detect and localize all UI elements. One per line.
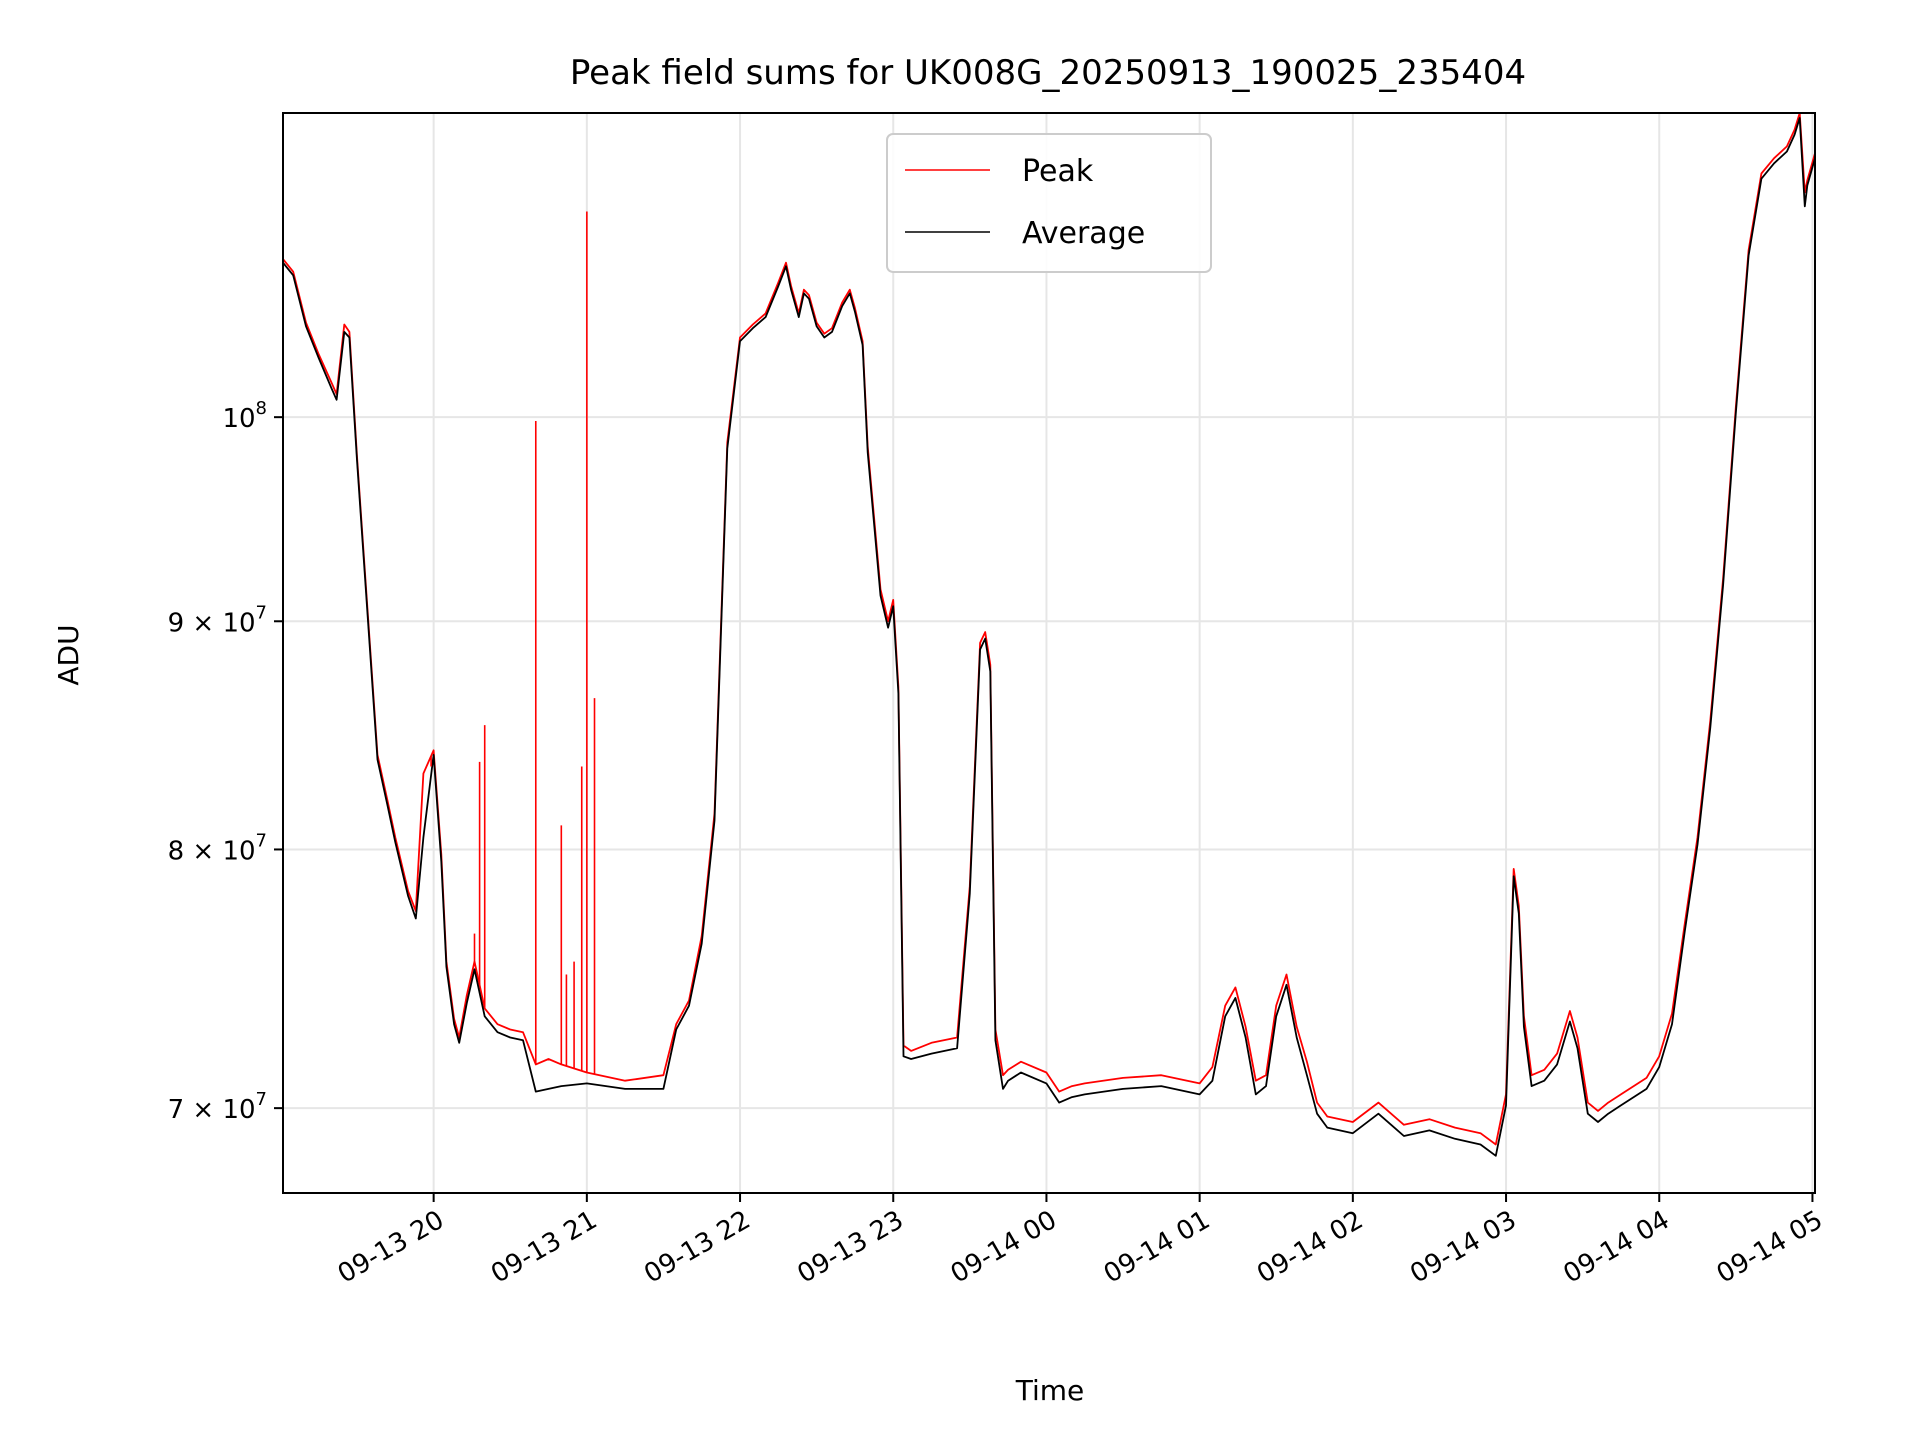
x-tick-label: 09-13 20 [333,1205,449,1289]
legend-box [886,133,1212,273]
y-tick-label: 9 × 107 [168,602,267,638]
x-tick-label: 09-13 22 [639,1205,755,1289]
legend: Peak Average [886,133,1212,273]
y-tick-label: 7 × 107 [168,1089,267,1125]
chart-title: Peak field sums for UK008G_20250913_1900… [570,53,1526,93]
x-tick-label: 09-14 01 [1099,1205,1215,1289]
x-tick-label: 09-13 21 [486,1205,602,1289]
y-tick-label: 108 [222,398,267,434]
x-tick-label: 09-14 04 [1559,1205,1675,1289]
x-tick-label: 09-14 02 [1252,1205,1368,1289]
x-tick-label: 09-14 03 [1405,1205,1521,1289]
x-axis-ticks: 09-13 20 09-13 21 09-13 22 09-13 23 09-14 00… [333,1193,1828,1290]
legend-label-average: Average [1022,216,1145,251]
x-tick-label: 09-14 05 [1712,1205,1828,1289]
y-axis-ticks: 7 × 107 8 × 107 9 × 107 108 [168,398,283,1125]
plot-area-frame [282,112,1816,1194]
series-line-average [282,117,1816,1157]
x-gridlines [432,113,1814,1193]
x-axis-label: Time [1015,1374,1085,1407]
x-tick-label: 09-13 23 [793,1205,909,1289]
series-layer [282,112,1816,1157]
x-tick-label: 09-14 00 [946,1205,1062,1289]
legend-label-peak: Peak [1022,154,1094,189]
y-gridlines [283,416,1815,1110]
y-axis-label: ADU [52,624,85,685]
y-tick-label: 8 × 107 [168,830,267,866]
